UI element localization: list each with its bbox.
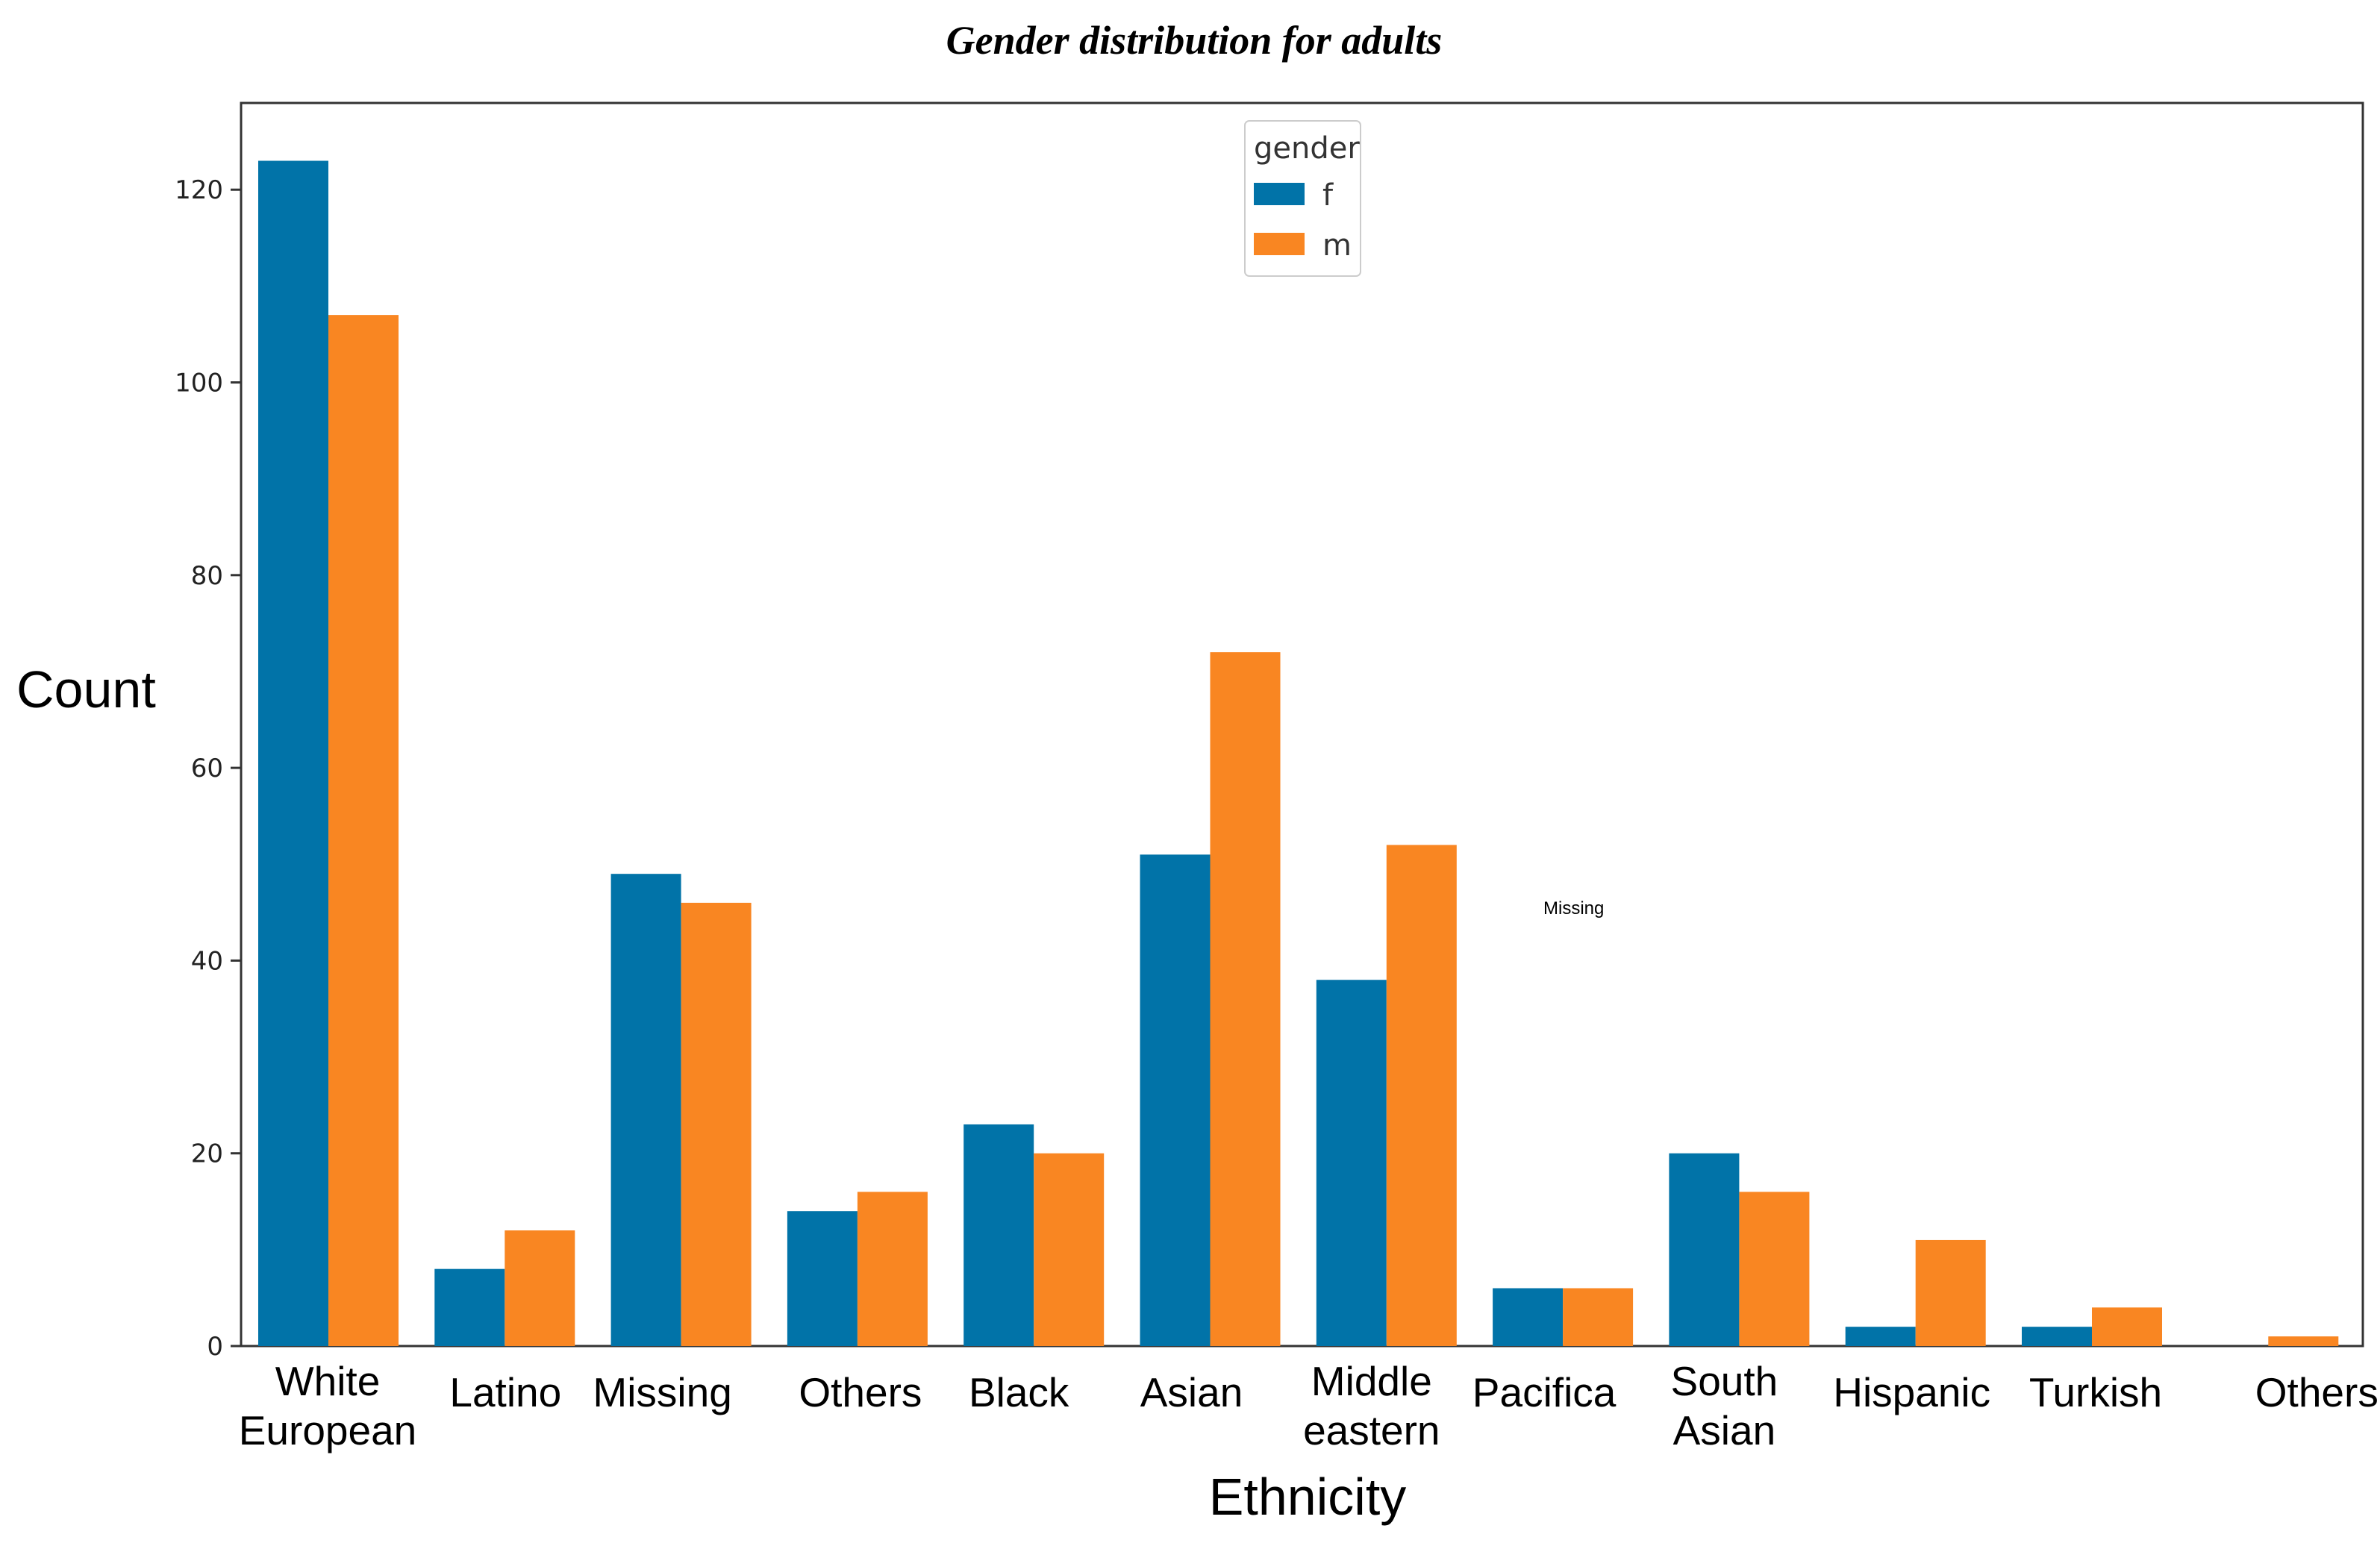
category-label-0-0: White <box>275 1358 381 1404</box>
bar-f-8 <box>1669 1153 1740 1346</box>
bar-f-2 <box>610 874 681 1346</box>
bar-m-7 <box>1563 1288 1634 1346</box>
plot-area <box>240 101 2364 1348</box>
x-axis-label: Ethnicity <box>1209 1468 1407 1526</box>
bar-m-10 <box>2092 1307 2162 1346</box>
y-tick-label-80: 80 <box>191 561 223 591</box>
bar-f-5 <box>1140 854 1211 1346</box>
category-label-1-0: Latino <box>449 1369 561 1415</box>
category-label-3-0: Others <box>799 1369 922 1415</box>
category-label-6-0: Middle <box>1311 1358 1432 1404</box>
bar-m-8 <box>1739 1192 1810 1346</box>
y-tick-label-60: 60 <box>191 754 223 783</box>
y-tick-label-40: 40 <box>191 946 223 976</box>
bars <box>258 160 2339 1346</box>
category-label-4-0: Black <box>969 1369 1069 1415</box>
bar-m-3 <box>857 1192 928 1346</box>
y-tick-label-100: 100 <box>175 369 223 398</box>
legend-swatch-m <box>1254 233 1305 255</box>
category-label-6-1: eastern <box>1303 1407 1440 1453</box>
bar-m-6 <box>1386 845 1457 1346</box>
bar-f-4 <box>963 1124 1034 1346</box>
category-label-8-1: Asian <box>1673 1407 1776 1453</box>
category-label-7-0: Pacifica <box>1472 1369 1617 1415</box>
legend-label-f: f <box>1322 178 1334 213</box>
bar-f-3 <box>787 1211 858 1346</box>
y-tick-label-0: 0 <box>207 1332 223 1362</box>
bar-f-0 <box>258 160 328 1346</box>
y-axis: 0 20 40 60 80 100 120 <box>175 175 241 1362</box>
legend: gender f m <box>1244 120 1361 277</box>
legend-title: gender <box>1254 131 1360 166</box>
category-label-9-0: Hispanic <box>1833 1369 1990 1415</box>
bar-m-4 <box>1034 1153 1105 1346</box>
category-label-11-0: Others <box>2255 1369 2379 1415</box>
category-label-5-0: Asian <box>1140 1369 1243 1415</box>
bar-m-2 <box>681 902 752 1346</box>
legend-label-m: m <box>1322 228 1352 263</box>
bar-f-7 <box>1493 1288 1564 1346</box>
legend-swatch-f <box>1254 183 1305 205</box>
category-label-2-0: Missing <box>593 1369 731 1415</box>
chart-title: Gender distribution for adults <box>946 18 1443 63</box>
y-tick-label-20: 20 <box>191 1139 223 1169</box>
bar-f-9 <box>1845 1327 1916 1346</box>
category-label-10-0: Turkish <box>2029 1369 2162 1415</box>
bar-f-10 <box>2022 1327 2092 1346</box>
category-label-8-0: South <box>1671 1358 1778 1404</box>
annotation-missing: Missing <box>1543 898 1604 918</box>
bar-m-11 <box>2268 1336 2339 1346</box>
y-tick-label-120: 120 <box>175 175 223 205</box>
bar-m-9 <box>1915 1239 1986 1346</box>
category-label-0-1: European <box>239 1407 417 1453</box>
bar-m-5 <box>1210 652 1281 1346</box>
bar-m-0 <box>328 315 399 1346</box>
bar-f-6 <box>1316 980 1387 1346</box>
bar-f-1 <box>434 1268 505 1346</box>
bar-m-1 <box>505 1230 575 1346</box>
y-axis-label: Count <box>16 660 156 719</box>
